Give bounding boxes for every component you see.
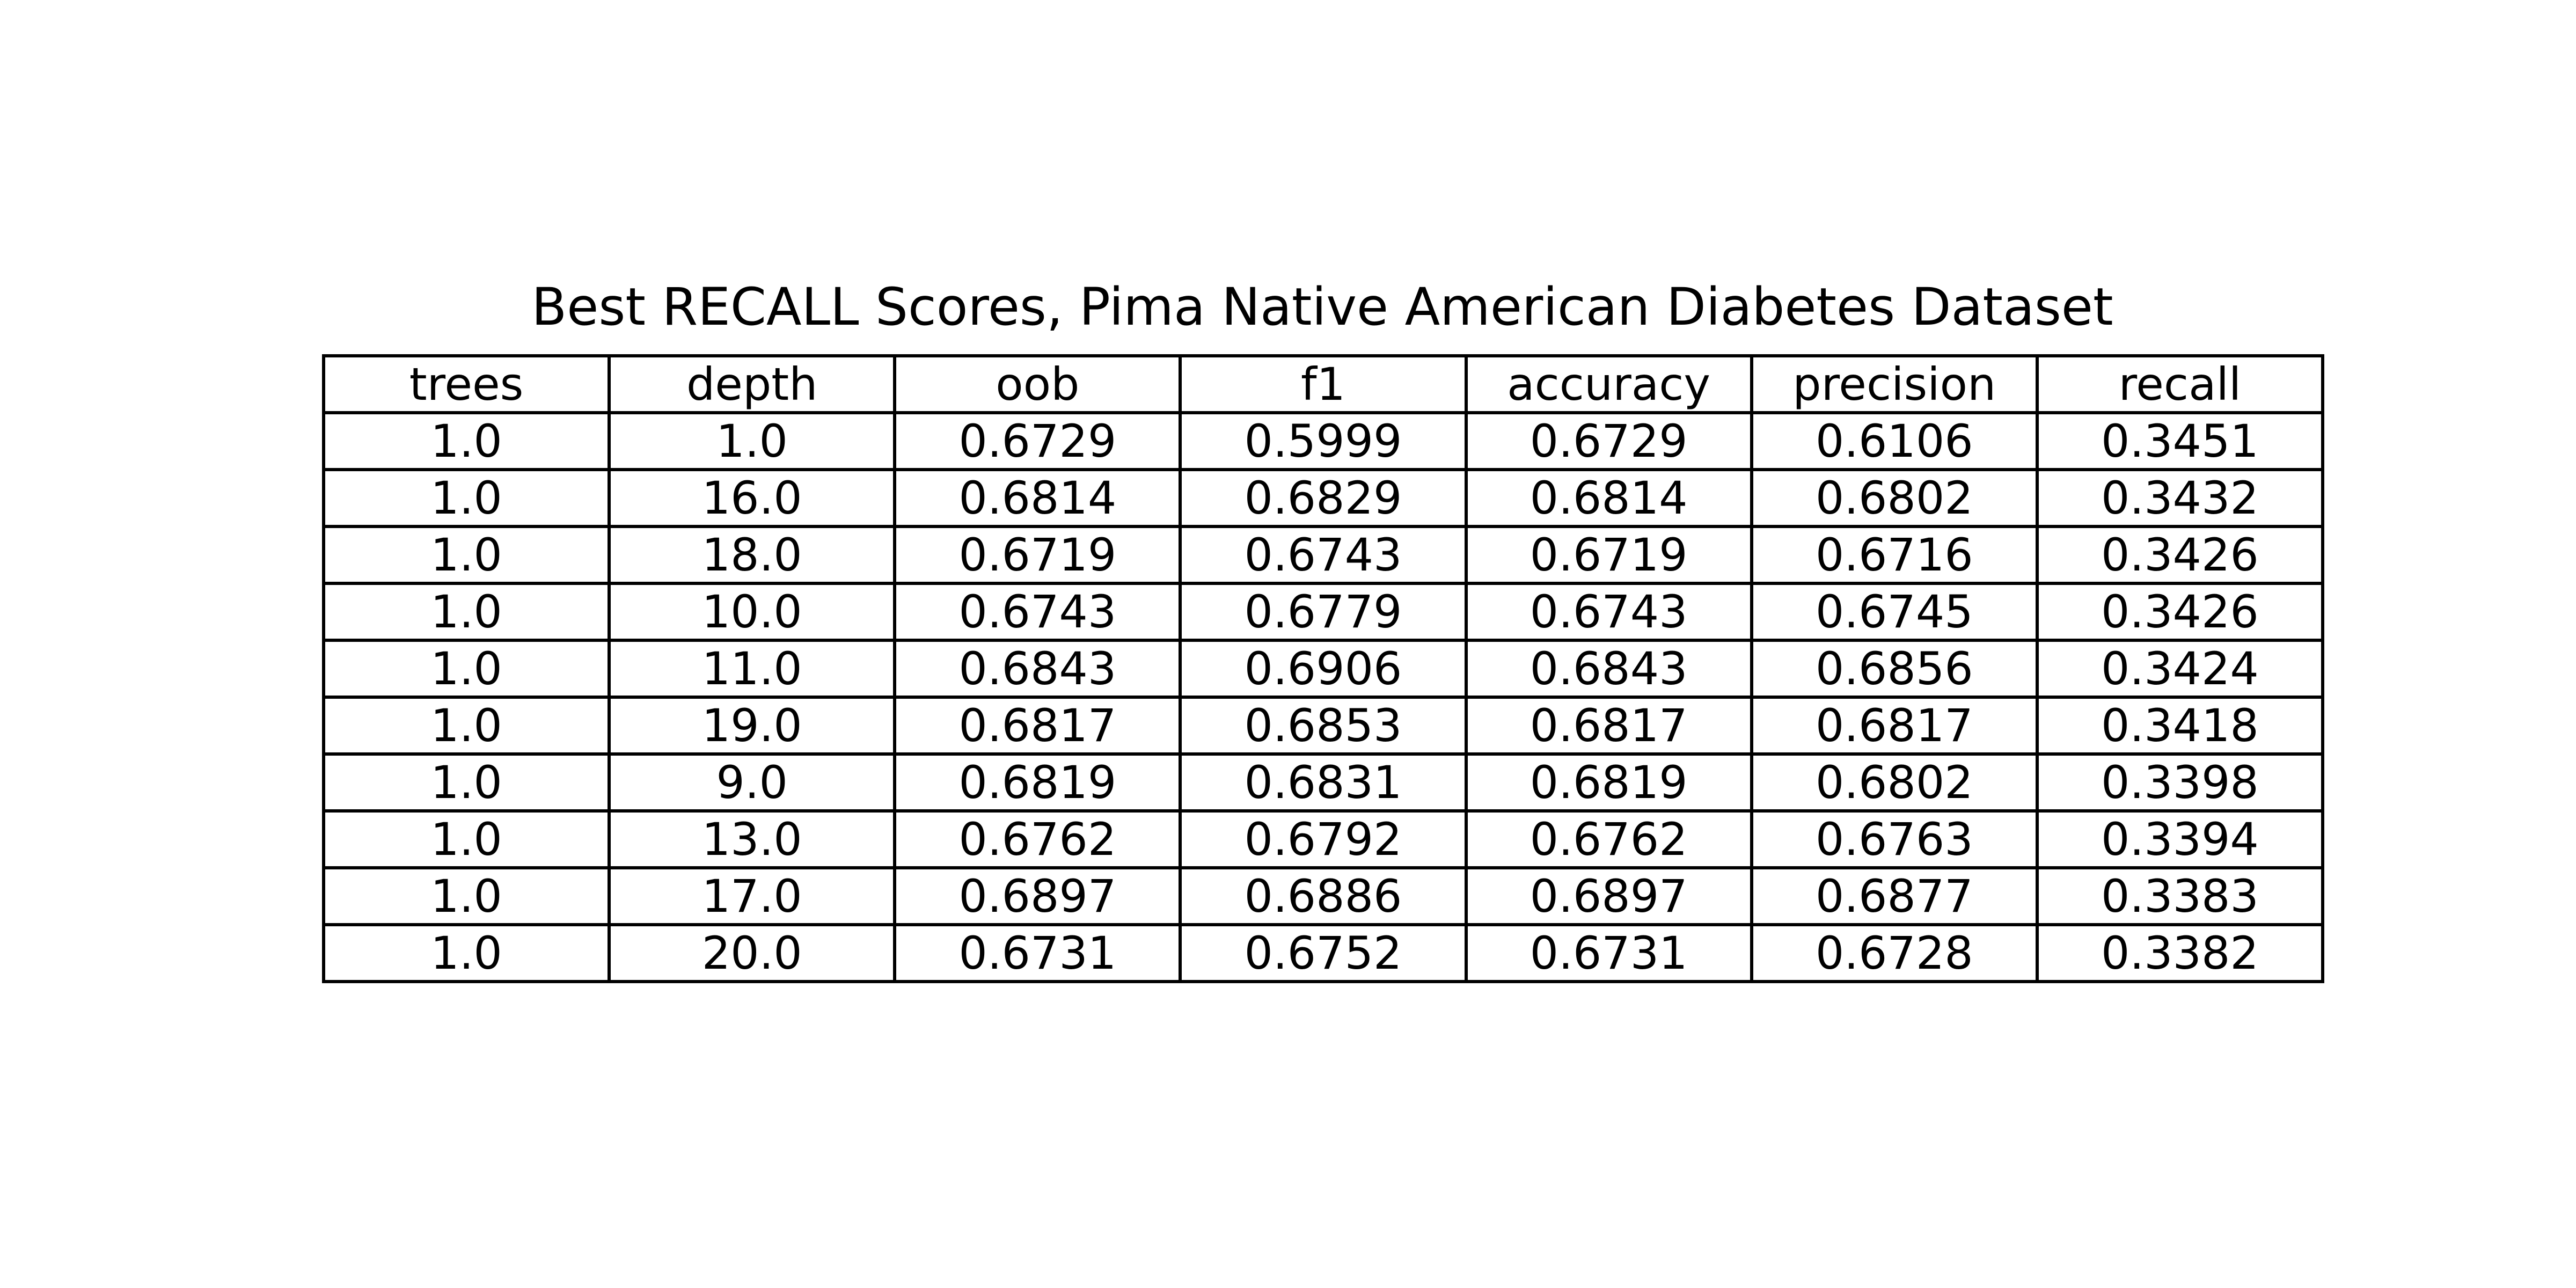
table-cell-recall: 0.3383 [2035, 866, 2325, 926]
table-cell-trees: 1.0 [321, 411, 611, 471]
chart-title: Best RECALL Scores, Pima Native American… [531, 277, 2113, 337]
table-cell-depth: 16.0 [608, 468, 897, 528]
table-row: 1.0 1.0 0.6729 0.5999 0.6729 0.6106 0.3451 [321, 411, 2325, 471]
table-cell-precision: 0.6763 [1750, 809, 2039, 869]
table-cell-precision: 0.6856 [1750, 639, 2039, 699]
table-cell-oob: 0.6814 [893, 468, 1182, 528]
table-cell-recall: 0.3432 [2035, 468, 2325, 528]
table-row: 1.0 19.0 0.6817 0.6853 0.6817 0.6817 0.3418 [321, 696, 2325, 756]
table-cell-accuracy: 0.6814 [1464, 468, 1753, 528]
table-cell-f1: 0.6853 [1179, 696, 1468, 756]
table-cell-f1: 0.5999 [1179, 411, 1468, 471]
table-cell-f1: 0.6831 [1179, 752, 1468, 813]
table-cell-recall: 0.3426 [2035, 525, 2325, 585]
table-row: 1.0 9.0 0.6819 0.6831 0.6819 0.6802 0.3398 [321, 752, 2325, 813]
table-cell-oob: 0.6817 [893, 696, 1182, 756]
table-cell-oob: 0.6762 [893, 809, 1182, 869]
table-row: 1.0 10.0 0.6743 0.6779 0.6743 0.6745 0.3426 [321, 582, 2325, 642]
column-header-recall: recall [2035, 354, 2325, 414]
table-body: 1.0 1.0 0.6729 0.5999 0.6729 0.6106 0.3451 1.0 1… [321, 411, 2325, 983]
table-cell-precision: 0.6716 [1750, 525, 2039, 585]
table-cell-accuracy: 0.6819 [1464, 752, 1753, 813]
table-cell-oob: 0.6843 [893, 639, 1182, 699]
column-header-precision: precision [1750, 354, 2039, 414]
column-header-depth: depth [608, 354, 897, 414]
table-cell-f1: 0.6779 [1179, 582, 1468, 642]
table-row: 1.0 16.0 0.6814 0.6829 0.6814 0.6802 0.3432 [321, 468, 2325, 528]
header-row: trees depth oob f1 accuracy precision re… [321, 354, 2325, 414]
table-cell-accuracy: 0.6729 [1464, 411, 1753, 471]
table-cell-trees: 1.0 [321, 639, 611, 699]
table-row: 1.0 11.0 0.6843 0.6906 0.6843 0.6856 0.3424 [321, 639, 2325, 699]
table-cell-recall: 0.3394 [2035, 809, 2325, 869]
table-cell-trees: 1.0 [321, 752, 611, 813]
table-row: 1.0 13.0 0.6762 0.6792 0.6762 0.6763 0.3394 [321, 809, 2325, 869]
table-cell-f1: 0.6743 [1179, 525, 1468, 585]
table-cell-recall: 0.3426 [2035, 582, 2325, 642]
table-cell-accuracy: 0.6817 [1464, 696, 1753, 756]
table-cell-accuracy: 0.6897 [1464, 866, 1753, 926]
column-header-accuracy: accuracy [1464, 354, 1753, 414]
table-cell-precision: 0.6745 [1750, 582, 2039, 642]
column-header-trees: trees [321, 354, 611, 414]
table-cell-f1: 0.6752 [1179, 923, 1468, 983]
table-cell-precision: 0.6877 [1750, 866, 2039, 926]
table-row: 1.0 20.0 0.6731 0.6752 0.6731 0.6728 0.3382 [321, 923, 2325, 983]
table-cell-f1: 0.6906 [1179, 639, 1468, 699]
table-cell-trees: 1.0 [321, 866, 611, 926]
column-header-f1: f1 [1179, 354, 1468, 414]
table-cell-trees: 1.0 [321, 525, 611, 585]
table-cell-trees: 1.0 [321, 809, 611, 869]
table-cell-f1: 0.6829 [1179, 468, 1468, 528]
table-cell-oob: 0.6819 [893, 752, 1182, 813]
table-cell-precision: 0.6106 [1750, 411, 2039, 471]
table-cell-precision: 0.6802 [1750, 752, 2039, 813]
table-cell-depth: 1.0 [608, 411, 897, 471]
table-cell-recall: 0.3418 [2035, 696, 2325, 756]
table-cell-trees: 1.0 [321, 923, 611, 983]
table-cell-trees: 1.0 [321, 468, 611, 528]
table-cell-f1: 0.6886 [1179, 866, 1468, 926]
table-cell-oob: 0.6719 [893, 525, 1182, 585]
table-cell-oob: 0.6743 [893, 582, 1182, 642]
table-cell-recall: 0.3424 [2035, 639, 2325, 699]
table-cell-depth: 13.0 [608, 809, 897, 869]
table-cell-accuracy: 0.6731 [1464, 923, 1753, 983]
table-cell-accuracy: 0.6762 [1464, 809, 1753, 869]
table-cell-f1: 0.6792 [1179, 809, 1468, 869]
table-cell-accuracy: 0.6719 [1464, 525, 1753, 585]
table-cell-precision: 0.6728 [1750, 923, 2039, 983]
table-cell-depth: 17.0 [608, 866, 897, 926]
table-cell-recall: 0.3398 [2035, 752, 2325, 813]
results-table: trees depth oob f1 accuracy precision re… [321, 354, 2325, 983]
table-cell-trees: 1.0 [321, 582, 611, 642]
table-cell-accuracy: 0.6843 [1464, 639, 1753, 699]
table-cell-depth: 10.0 [608, 582, 897, 642]
table-cell-depth: 20.0 [608, 923, 897, 983]
table-cell-depth: 11.0 [608, 639, 897, 699]
table-cell-precision: 0.6817 [1750, 696, 2039, 756]
table-cell-precision: 0.6802 [1750, 468, 2039, 528]
table-cell-oob: 0.6897 [893, 866, 1182, 926]
table-cell-oob: 0.6729 [893, 411, 1182, 471]
table-cell-oob: 0.6731 [893, 923, 1182, 983]
table-cell-recall: 0.3451 [2035, 411, 2325, 471]
table-cell-accuracy: 0.6743 [1464, 582, 1753, 642]
table-cell-depth: 18.0 [608, 525, 897, 585]
table-cell-depth: 9.0 [608, 752, 897, 813]
table-row: 1.0 18.0 0.6719 0.6743 0.6719 0.6716 0.3426 [321, 525, 2325, 585]
table-row: 1.0 17.0 0.6897 0.6886 0.6897 0.6877 0.3383 [321, 866, 2325, 926]
table-cell-depth: 19.0 [608, 696, 897, 756]
column-header-oob: oob [893, 354, 1182, 414]
table-cell-recall: 0.3382 [2035, 923, 2325, 983]
table-cell-trees: 1.0 [321, 696, 611, 756]
